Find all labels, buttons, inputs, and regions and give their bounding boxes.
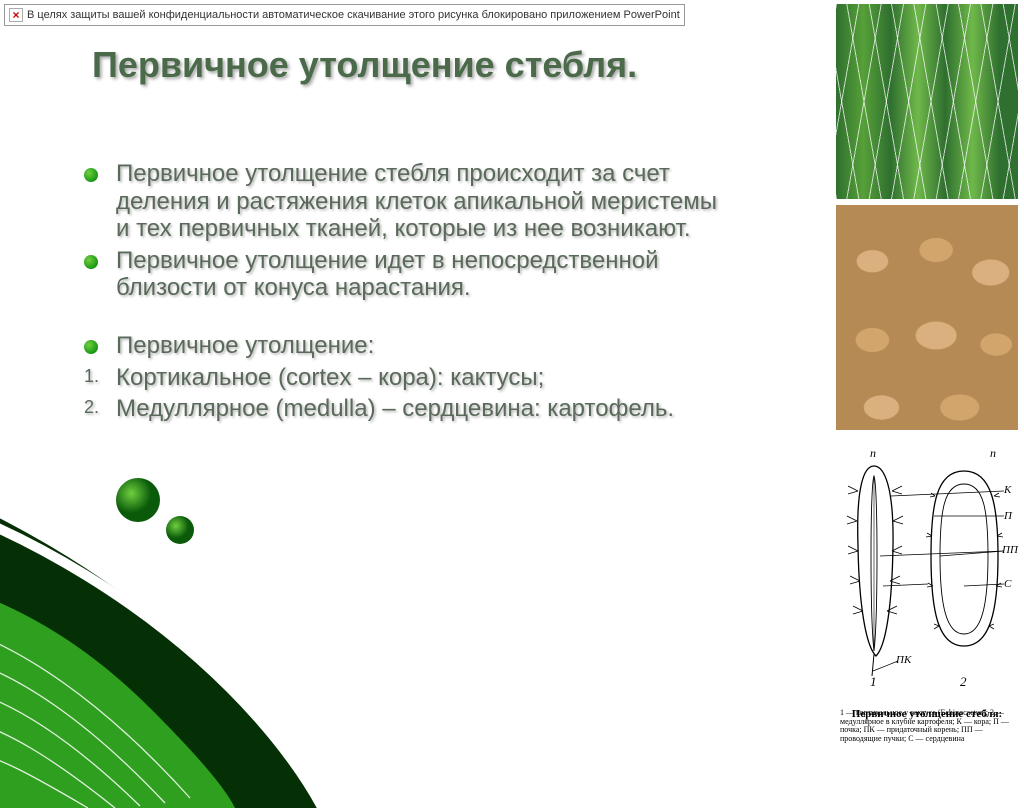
diagram-num-1: 1 — [870, 674, 877, 690]
diagram-label-n2: n — [990, 446, 996, 461]
blocked-image-x-icon: × — [9, 8, 23, 22]
numbered-2: Медуллярное (medulla) – сердцевина: карт… — [92, 395, 732, 423]
cactus-image — [836, 4, 1018, 199]
diagram-label-p: П — [1004, 510, 1012, 522]
diagram-label-pk: ПК — [896, 654, 911, 666]
diagram-label-pp: ПП — [1002, 544, 1018, 556]
diagram-label-k: К — [1004, 484, 1011, 496]
bullet-1: Первичное утолщение стебля происходит за… — [92, 160, 732, 243]
powerpoint-blocked-image-warning: × В целях защиты вашей конфиденциальност… — [4, 4, 685, 26]
diagram-label-n1: n — [870, 446, 876, 461]
slide-body: Первичное утолщение стебля происходит за… — [92, 160, 732, 427]
numbered-1: Кортикальное (cortex – кора): кактусы; — [92, 364, 732, 392]
warning-text: В целях защиты вашей конфиденциальности … — [27, 9, 680, 21]
bullet-2: Первичное утолщение идет в непосредствен… — [92, 247, 732, 302]
diagram-svg — [836, 436, 1018, 696]
stem-diagram: n n К П ПП С ПК 1 2 Первичное утолщение … — [836, 436, 1018, 746]
diagram-legend: 1 — кортикальное у кактуса (Echinocactus… — [840, 709, 1016, 744]
image-column: n n К П ПП С ПК 1 2 Первичное утолщение … — [836, 4, 1018, 746]
diagram-num-2: 2 — [960, 674, 967, 690]
decorative-leaf-shapes — [0, 388, 380, 808]
potato-image — [836, 205, 1018, 430]
bullet-subheader: Первичное утолщение: — [92, 332, 732, 360]
slide-title: Первичное утолщение стебля. — [92, 44, 637, 86]
diagram-label-c: С — [1004, 578, 1011, 590]
